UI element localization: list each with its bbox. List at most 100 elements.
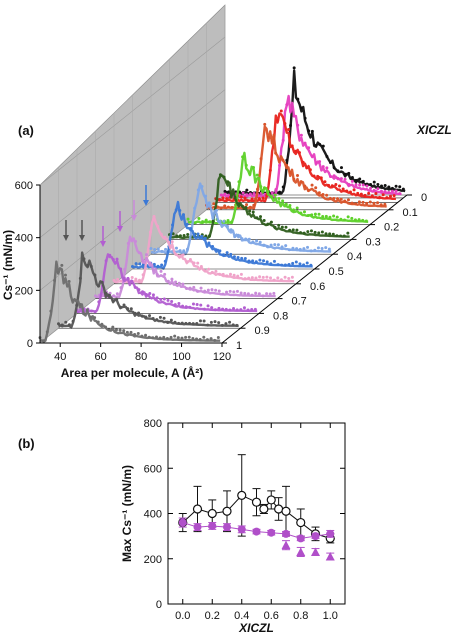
series-point xyxy=(184,305,188,309)
series-point xyxy=(232,307,236,311)
series-point xyxy=(197,216,201,220)
series-point xyxy=(239,195,243,199)
series-point xyxy=(294,260,298,264)
series-point xyxy=(383,202,387,206)
series-point xyxy=(244,163,248,167)
series-point xyxy=(354,183,358,187)
panel-a-label: (a) xyxy=(18,123,34,138)
series-point xyxy=(144,253,148,257)
series-point xyxy=(156,224,160,228)
series-point xyxy=(363,193,367,197)
series-point xyxy=(221,307,225,311)
panel-b-label: (b) xyxy=(18,436,35,451)
series-point xyxy=(137,288,141,292)
y-tick-label: 0 xyxy=(27,338,33,350)
series-point xyxy=(169,318,173,322)
series-point xyxy=(285,103,289,107)
series-point xyxy=(213,308,217,312)
series-point xyxy=(174,252,178,256)
series-point xyxy=(210,270,214,274)
series-point xyxy=(214,288,218,292)
series-point xyxy=(255,187,259,191)
series-point xyxy=(283,275,287,279)
series-point xyxy=(314,143,318,147)
series-point xyxy=(369,183,373,187)
series-point xyxy=(319,176,323,180)
series-point xyxy=(118,305,122,309)
series-point xyxy=(156,247,160,251)
waterfall-curves xyxy=(38,66,407,344)
series-point xyxy=(292,114,296,118)
panel-a-waterfall: 40 60 80 100 120020040060010.90.80.70.60.50.… xyxy=(1,4,452,380)
series-point xyxy=(244,237,248,241)
series-point xyxy=(302,210,306,214)
series-point xyxy=(336,169,340,173)
series-point xyxy=(186,217,190,221)
series-point xyxy=(74,299,78,303)
series-point xyxy=(292,177,296,181)
series-point xyxy=(192,261,196,265)
series-point xyxy=(148,261,152,265)
series-point xyxy=(79,307,83,311)
series-point xyxy=(235,323,239,327)
series-point xyxy=(280,225,284,229)
series-point xyxy=(398,192,402,196)
series-point xyxy=(207,241,211,245)
series-point xyxy=(361,183,365,187)
series-point xyxy=(284,225,288,229)
series-point xyxy=(111,325,115,329)
series-point xyxy=(251,240,255,244)
series-point xyxy=(276,276,280,280)
series-point xyxy=(211,216,215,220)
series-point xyxy=(394,189,398,193)
series-point xyxy=(266,222,270,226)
series-point xyxy=(302,247,306,251)
series-point xyxy=(226,218,230,222)
series-point xyxy=(177,321,181,325)
series-point xyxy=(141,290,145,294)
series-point xyxy=(325,193,329,197)
series-point xyxy=(239,291,243,295)
series-point xyxy=(82,257,86,261)
series-point xyxy=(324,246,328,250)
series-point xyxy=(233,196,237,200)
series-point xyxy=(232,255,236,259)
series-point xyxy=(265,244,269,248)
series-point xyxy=(289,124,293,128)
series-point xyxy=(372,188,376,192)
series-point xyxy=(213,338,217,342)
series-point xyxy=(214,269,218,273)
series-point xyxy=(187,335,191,339)
series-point xyxy=(365,201,369,205)
series-point xyxy=(122,276,126,280)
series-point xyxy=(211,245,215,249)
series-point xyxy=(195,337,199,341)
series-point xyxy=(243,196,247,200)
series-point xyxy=(327,183,331,187)
series-point xyxy=(112,294,116,298)
series-point xyxy=(199,286,203,290)
series-point xyxy=(173,303,177,307)
series-point xyxy=(338,184,342,188)
series-point xyxy=(250,197,254,201)
x-tick-label: 0.0 xyxy=(175,610,190,622)
series-point xyxy=(202,335,206,339)
series-point xyxy=(310,183,314,187)
series-point xyxy=(303,141,307,145)
series-point xyxy=(243,277,247,281)
data-point xyxy=(237,490,247,500)
series-point xyxy=(265,275,269,279)
series-point xyxy=(207,267,211,271)
series-point xyxy=(376,187,380,191)
series-point xyxy=(104,259,108,263)
series-point xyxy=(258,240,262,244)
series-point xyxy=(266,190,270,194)
series-point xyxy=(291,228,295,232)
series-point xyxy=(210,306,214,310)
series-point xyxy=(296,174,299,178)
series-point xyxy=(358,183,362,187)
series-point xyxy=(217,306,221,310)
series-point xyxy=(229,252,233,256)
data-point xyxy=(311,547,320,556)
series-point xyxy=(255,173,259,177)
